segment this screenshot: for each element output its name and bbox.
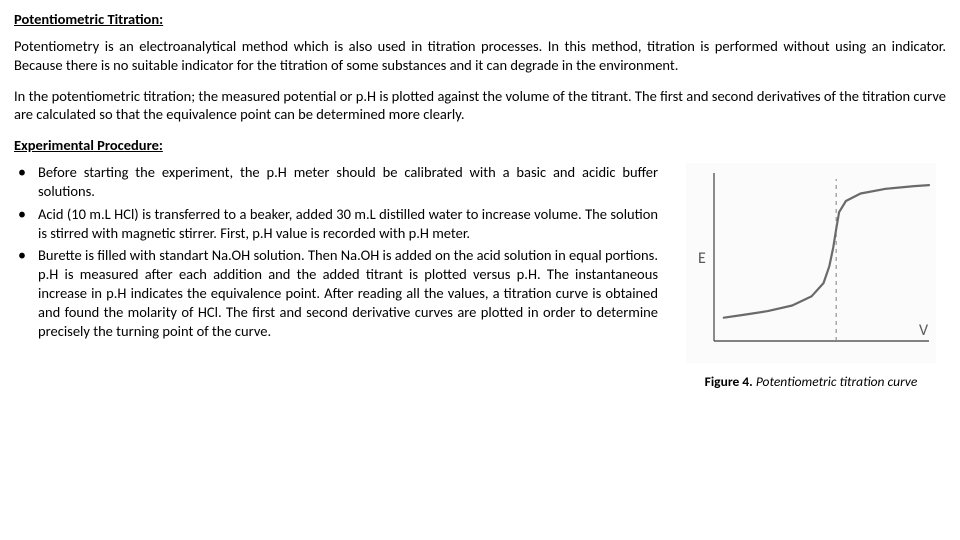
section-title-potentiometric: Potentiometric Titration: <box>14 10 946 29</box>
list-item: Acid (10 m.L HCl) is transferred to a be… <box>38 205 658 243</box>
figure-caption-text: Potentiometric titration curve <box>753 373 918 390</box>
list-item: Burette is filled with standart Na.OH so… <box>38 246 658 340</box>
procedure-list: Before starting the experiment, the p.H … <box>14 163 658 341</box>
list-item: Before starting the experiment, the p.H … <box>38 163 658 201</box>
svg-text:E: E <box>698 249 706 268</box>
intro-paragraph-1: Potentiometry is an electroanalytical me… <box>14 37 946 75</box>
figure-column: EV Figure 4. Potentiometric titration cu… <box>676 163 946 391</box>
svg-text:V: V <box>919 321 929 340</box>
titration-curve-figure: EV <box>686 163 936 363</box>
procedure-column: Before starting the experiment, the p.H … <box>14 163 658 391</box>
figure-caption: Figure 4. Potentiometric titration curve <box>705 373 918 391</box>
intro-paragraph-2: In the potentiometric titration; the mea… <box>14 87 946 125</box>
figure-caption-label: Figure 4. <box>705 373 753 390</box>
section-title-procedure: Experimental Procedure: <box>14 136 946 155</box>
